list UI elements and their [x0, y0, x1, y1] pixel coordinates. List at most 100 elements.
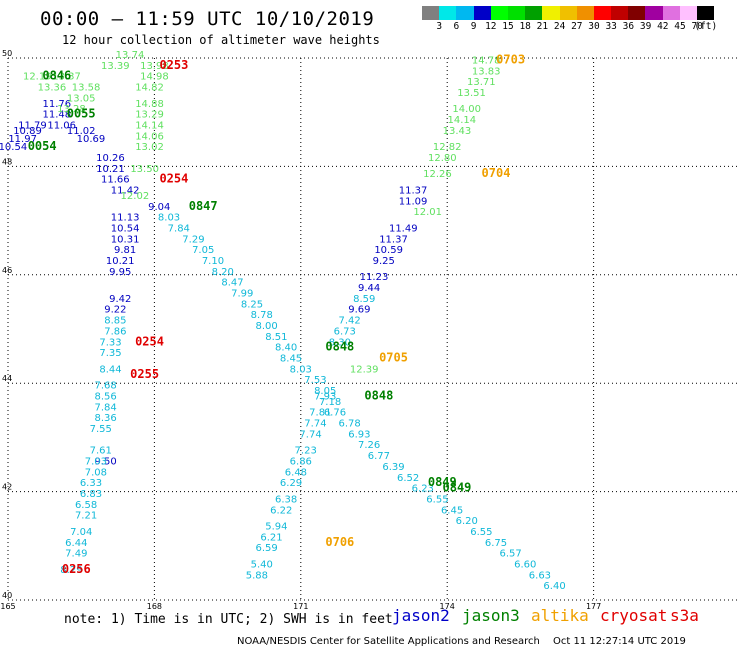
wave-height-value: 6.55 [426, 494, 448, 505]
wave-height-value: 11.48 [42, 110, 71, 121]
wave-height-value: 10.21 [96, 164, 125, 175]
wave-height-value: 6.60 [514, 559, 536, 570]
legend-swatch [456, 6, 474, 20]
satellite-jason3: jason3 [462, 606, 520, 625]
wave-height-value: 11.79 [18, 120, 47, 131]
wave-height-value: 8.25 [241, 299, 263, 310]
wave-height-value: 14.88 [135, 99, 164, 110]
wave-height-value: 12.80 [428, 153, 457, 164]
pass-time-label: 0253 [159, 58, 188, 72]
legend-label: (ft) [694, 21, 718, 32]
wave-height-value: 11.23 [360, 272, 389, 283]
pass-time-label: 0254 [159, 172, 188, 186]
satellite-jason2: jason2 [392, 606, 450, 625]
legend-label: 45 [674, 21, 686, 32]
wave-height-value: 13.28 [57, 104, 86, 115]
wave-height-value: 8.03 [158, 213, 180, 224]
wave-height-value: 9.25 [373, 256, 395, 267]
wave-height-value: 7.49 [65, 549, 87, 560]
y-tick-label: 48 [2, 157, 12, 166]
wave-height-value: 8.51 [265, 332, 287, 343]
wave-height-value: 7.53 [304, 375, 326, 386]
wave-height-value: 13.29 [135, 110, 164, 121]
wave-height-value: 8.44 [99, 364, 121, 375]
legend-label: 70 [691, 21, 703, 32]
wave-height-value: 7.81 [309, 408, 331, 419]
wave-height-value: 12.19 [23, 72, 52, 83]
wave-height-value: 6.76 [324, 408, 346, 419]
satellite-cryosat: cryosat [600, 606, 668, 625]
legend-label: 30 [588, 21, 600, 32]
wave-height-value: 7.99 [231, 288, 253, 299]
wave-height-value: 8.05 [314, 386, 336, 397]
pass-time-label: 0849 [428, 475, 457, 489]
wave-height-value: 10.69 [77, 134, 106, 145]
legend-swatch [559, 6, 577, 20]
wave-height-value: 6.38 [275, 494, 297, 505]
wave-height-value: 11.42 [111, 186, 140, 197]
wave-height-value: 6.73 [334, 326, 356, 337]
wave-height-value: 9.95 [109, 267, 131, 278]
wave-height-value: 8.85 [104, 316, 126, 327]
wave-height-value: 9.50 [94, 457, 116, 468]
pass-time-label: 0255 [130, 367, 159, 381]
pass-time-label: 0256 [62, 562, 91, 576]
wave-height-value: 9.42 [109, 294, 131, 305]
pass-time-label: 0055 [67, 107, 96, 121]
wave-height-value: 8.00 [256, 321, 278, 332]
wave-height-value: 8.47 [221, 278, 243, 289]
y-tick-label: 46 [2, 266, 12, 275]
wave-height-value: 14.00 [452, 104, 481, 115]
legend-label: 42 [657, 21, 669, 32]
wave-height-value: 7.26 [358, 440, 380, 451]
pass-time-label: 0703 [496, 52, 525, 66]
wave-height-value: 12.26 [423, 169, 452, 180]
wave-height-value: 7.61 [90, 446, 112, 457]
satellite-altika: altika [531, 606, 589, 625]
y-tick-label: 40 [2, 591, 12, 600]
wave-height-value: 9.22 [104, 305, 126, 316]
wave-height-value: 13.83 [472, 66, 501, 77]
legend-label: 33 [605, 21, 617, 32]
legend-label: 39 [639, 21, 652, 32]
wave-height-value: 10.21 [106, 256, 135, 267]
wave-height-value: 13.39 [101, 61, 130, 72]
wave-height-value: 6.93 [348, 429, 370, 440]
wave-height-value: 14.82 [135, 83, 164, 94]
footer-timestamp: Oct 11 12:27:14 UTC 2019 [553, 636, 686, 647]
wave-height-value: 7.84 [168, 223, 190, 234]
wave-height-value: 6.75 [485, 538, 507, 549]
wave-height-value: 6.55 [470, 527, 492, 538]
x-tick-label: 177 [586, 602, 601, 611]
wave-height-value: 9.81 [114, 245, 136, 256]
wave-height-value: 11.13 [111, 213, 140, 224]
legend-swatch [611, 6, 629, 20]
x-tick-label: 165 [0, 602, 15, 611]
legend-swatch [662, 6, 680, 20]
legend-label: 3 [436, 21, 443, 32]
wave-height-value: 12.82 [433, 142, 462, 153]
wave-height-value: 12.39 [350, 364, 379, 375]
wave-height-value: 6.86 [290, 457, 312, 468]
legend-label: 24 [553, 21, 566, 32]
color-legend [422, 6, 715, 20]
wave-height-value: 9.44 [358, 283, 380, 294]
footer-note: note: 1) Time is in UTC; 2) SWH is in fe… [64, 612, 393, 627]
legend-swatch [576, 6, 594, 20]
wave-height-value: 5.40 [251, 559, 273, 570]
wave-height-value: 6.57 [500, 549, 522, 560]
legend-label: 9 [470, 21, 477, 32]
pass-time-label: 0848 [364, 388, 393, 402]
pass-time-label: 0704 [482, 166, 511, 180]
wave-height-value: 13.43 [443, 126, 472, 137]
wave-height-value: 7.05 [192, 245, 214, 256]
wave-height-value: 13.98 [140, 61, 169, 72]
pass-time-label: 0848 [325, 340, 354, 354]
wave-height-value: 6.83 [80, 489, 102, 500]
wave-height-value: 7.35 [99, 348, 121, 359]
wave-height-value: 11.02 [67, 126, 96, 137]
wave-height-value: 7.42 [338, 316, 360, 327]
wave-height-value: 9.04 [148, 202, 170, 213]
pass-time-label: 0706 [325, 535, 354, 549]
